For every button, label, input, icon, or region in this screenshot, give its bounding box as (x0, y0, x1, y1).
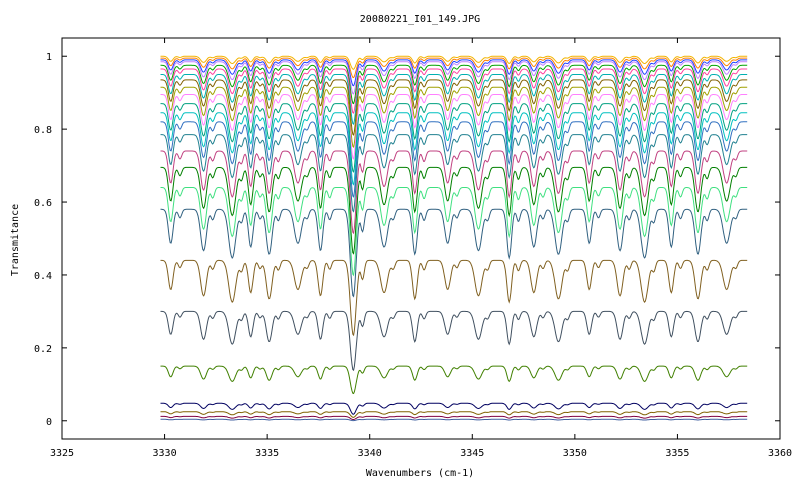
series-line-10 (160, 93, 748, 160)
x-tick-label: 3355 (665, 448, 689, 459)
series-line-24 (160, 415, 748, 420)
y-tick-label: 1 (46, 52, 52, 63)
y-tick-label: 0.4 (34, 271, 52, 282)
x-tick-label: 3345 (460, 448, 484, 459)
series-line-14 (160, 134, 748, 213)
chart-title: 20080221_I01_149.JPG (360, 14, 480, 25)
series-line-17 (160, 187, 748, 277)
y-tick-label: 0.2 (34, 344, 52, 355)
y-tick-label: 0.6 (34, 198, 52, 209)
series-line-13 (160, 121, 748, 198)
series-line-23 (160, 411, 748, 418)
series-layer (160, 55, 748, 422)
series-line-21 (160, 365, 748, 395)
x-axis: 3325 3330 3335 3340 3345 3350 3355 3360 (50, 38, 792, 459)
series-line-9 (160, 86, 748, 148)
series-line-22 (160, 402, 748, 415)
series-line-19 (160, 259, 748, 337)
series-line-18 (160, 208, 748, 298)
y-tick-label: 0.8 (34, 125, 52, 136)
series-line-3 (160, 59, 748, 87)
x-tick-label: 3360 (768, 448, 792, 459)
plot-frame (61, 37, 781, 440)
y-tick-label: 0 (46, 417, 52, 428)
series-line-11 (160, 103, 748, 173)
y-axis: 0 0.2 0.4 0.6 0.8 1 (34, 52, 780, 428)
series-line-12 (160, 112, 748, 186)
series-line-20 (160, 310, 748, 372)
series-line-5 (160, 64, 748, 105)
series-line-1 (160, 55, 748, 70)
x-axis-label: Wavenumbers (cm-1) (366, 468, 474, 479)
x-tick-label: 3325 (50, 448, 74, 459)
x-tick-label: 3330 (153, 448, 177, 459)
series-line-16 (160, 166, 748, 255)
series-line-25 (160, 418, 748, 422)
series-line-8 (160, 79, 748, 136)
x-tick-label: 3350 (563, 448, 587, 459)
series-line-15 (160, 150, 748, 235)
series-line-7 (160, 74, 748, 125)
x-tick-label: 3335 (255, 448, 279, 459)
series-line-6 (160, 68, 748, 114)
series-line-4 (160, 61, 748, 95)
x-tick-label: 3340 (358, 448, 382, 459)
series-line-2 (160, 57, 748, 79)
y-axis-label: Transmitance (10, 204, 21, 276)
